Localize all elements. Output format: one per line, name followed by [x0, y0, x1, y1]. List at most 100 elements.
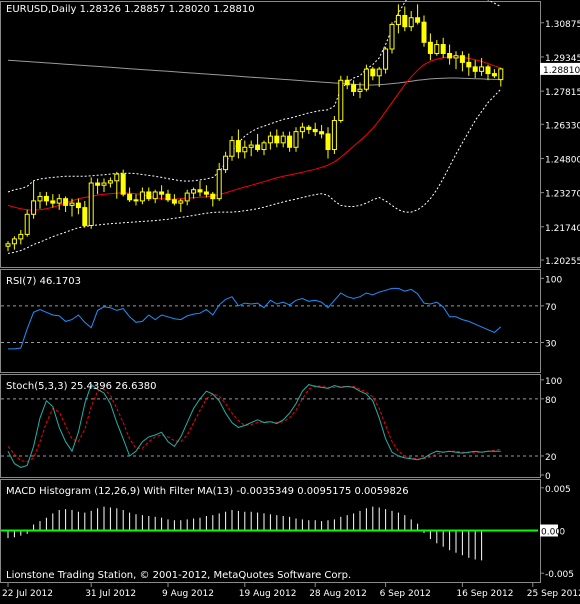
candle-body-bull [37, 195, 43, 202]
candle-body-bull [5, 243, 11, 247]
main-y-tick-5: 1.23270 [545, 190, 580, 200]
candle-body-bear [255, 144, 261, 151]
candle-body-bear [485, 66, 491, 75]
x-tick-label-2: 9 Aug 2012 [162, 589, 214, 599]
pane-frame-main [0, 1, 541, 268]
candle-body-bull [479, 66, 485, 72]
current-price-label: 1.28810 [543, 66, 580, 76]
candle-body-bull [216, 169, 222, 200]
candle-body-bear [402, 15, 408, 28]
x-tick-label-6: 16 Sep 2012 [456, 589, 513, 599]
candle-body-bull [24, 213, 30, 235]
pane-frame-rsi [0, 269, 541, 373]
rsi-y-tick-2: 30 [545, 340, 557, 350]
pane-frame-stoch [0, 374, 541, 478]
candle-body-bull [338, 79, 344, 121]
candle-body-bull [293, 131, 299, 148]
candle-body-bull [229, 140, 235, 157]
candle-body-bear [165, 193, 171, 201]
candle-body-bull [408, 17, 414, 28]
bollinger-upper-line [7, 0, 502, 193]
candle-body-bear [95, 182, 101, 186]
candle-body-bear [274, 135, 280, 144]
candle-body-bear [447, 52, 453, 59]
ma-red-line [7, 56, 501, 211]
candle-body-bear [146, 191, 152, 200]
candle-body-bull [184, 192, 190, 202]
candle-body-bull [191, 189, 197, 194]
rsi-y-tick-0: 100 [545, 275, 562, 285]
macd-zero-box [540, 524, 558, 537]
candle-body-bear [82, 207, 88, 226]
candle-body-bull [376, 68, 382, 77]
x-tick-label-5: 6 Sep 2012 [380, 589, 431, 599]
candle-body-bear [120, 173, 126, 195]
candle-body-bull [107, 180, 113, 184]
candle-body-bear [203, 191, 209, 195]
candle-body-bear [43, 195, 49, 202]
candle-body-bull [453, 55, 459, 59]
candle-body-bear [306, 126, 312, 130]
rsi-title: RSI(7) 46.1703 [6, 276, 81, 287]
candle-body-bull [88, 182, 94, 226]
main-y-tick-1: 1.29345 [545, 54, 580, 64]
candle-body-bull [11, 238, 17, 245]
stoch-main-line [7, 383, 501, 468]
candle-body-bull [242, 146, 248, 153]
rsi-line [8, 287, 502, 350]
candle-body-bull [498, 68, 504, 81]
macd-y-tick-2: -0.005 [545, 570, 574, 580]
x-tick-label-1: 31 Jul 2012 [85, 589, 136, 599]
candle-body-bull [139, 191, 145, 202]
main-y-tick-2: 1.27815 [545, 88, 580, 98]
candle-body-bull [383, 48, 389, 70]
candle-body-bear [459, 55, 465, 63]
candle-body-bull [331, 119, 337, 151]
candle-body-bull [280, 135, 286, 144]
stoch-y-tick-1: 80 [545, 396, 557, 406]
series-layer [1, 0, 538, 561]
rsi-y-tick-1: 70 [545, 303, 557, 313]
axis-labels: 1.30875 1.29345 1.27815 1.26330 1.24800 1.232… [2, 20, 580, 599]
candle-body-bull [434, 44, 440, 54]
candle-body-bear [370, 68, 376, 77]
main-y-tick-0: 1.30875 [545, 20, 580, 30]
candle-body-bear [75, 202, 81, 209]
candle-body-bear [415, 17, 421, 23]
candle-body-bear [319, 131, 325, 135]
candle-body-bull [363, 68, 369, 90]
candle-body-bull [261, 142, 267, 151]
candle-body-bull [299, 126, 305, 133]
x-tick-label-0: 22 Jul 2012 [2, 589, 53, 599]
candle-body-bull [389, 23, 395, 50]
candle-body-bull [178, 200, 184, 204]
macd-title: MACD Histogram (12,26,9) With Filter MA(… [6, 486, 409, 497]
x-tick-label-4: 28 Aug 2012 [309, 589, 367, 599]
candle-body-bull [31, 200, 37, 215]
candle-body-bear [440, 44, 446, 54]
candle-body-bear [50, 200, 56, 204]
candle-body-bull [101, 182, 107, 186]
candle-body-bull [56, 198, 62, 204]
stoch-y-tick-0: 100 [545, 377, 562, 387]
candle-body-bull [152, 191, 158, 200]
candle-body-bear [197, 189, 203, 193]
candle-body-bear [133, 199, 139, 202]
candle-body-bear [421, 21, 427, 43]
macd-zero-box-label: 0.00 [541, 528, 561, 538]
candle-body-bear [491, 73, 497, 77]
current-price-box [540, 62, 580, 75]
main-y-tick-3: 1.26330 [545, 121, 580, 131]
bollinger-lower-line [7, 88, 502, 254]
candle-body-bull [18, 233, 24, 240]
stoch-y-tick-2: 20 [545, 453, 557, 463]
candle-body-bull [69, 202, 75, 206]
ma-gray-line [7, 59, 501, 86]
main-y-tick-7: 1.20255 [545, 257, 580, 267]
main-y-tick-6: 1.21740 [545, 224, 580, 234]
candle-body-bull [114, 173, 120, 182]
candle-body-bear [312, 128, 318, 133]
candle-body-bull [267, 135, 273, 144]
